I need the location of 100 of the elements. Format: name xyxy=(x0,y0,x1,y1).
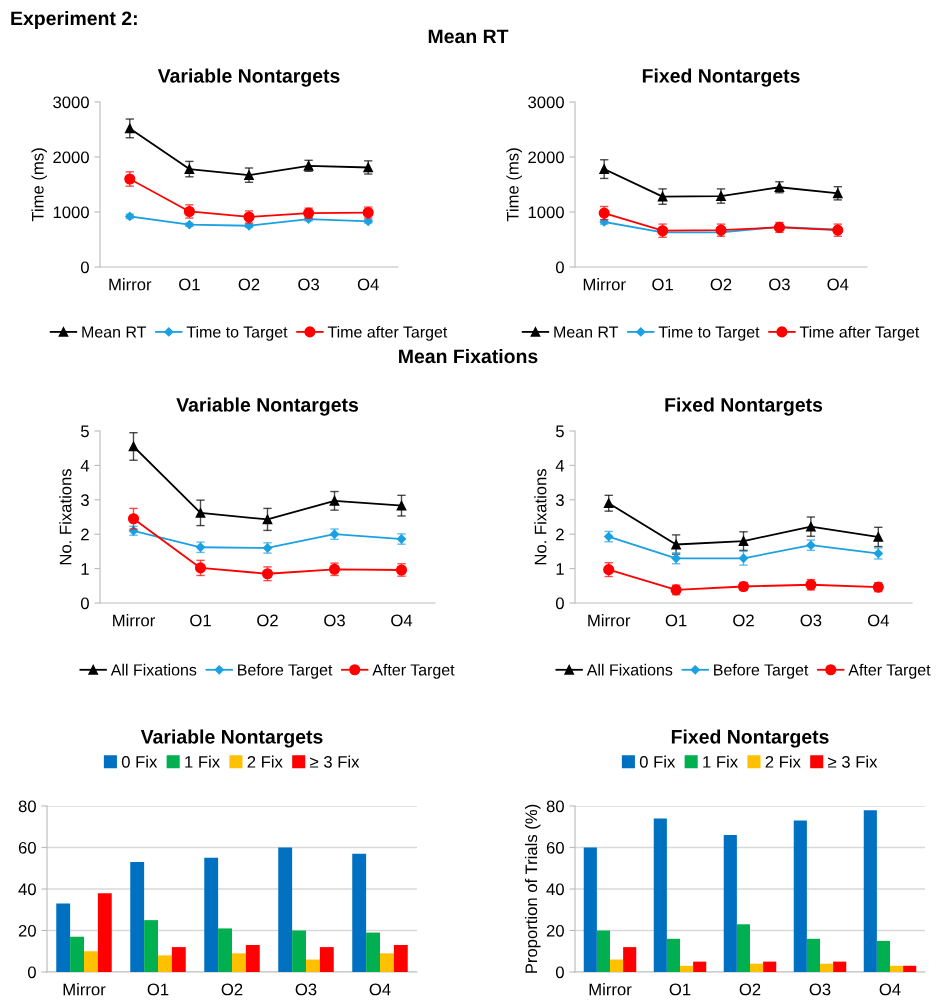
x-tick-label: O3 xyxy=(809,983,831,996)
legend-label: Before Target xyxy=(714,663,809,679)
x-tick-label: O3 xyxy=(324,614,345,627)
x-tick-label: O1 xyxy=(190,614,211,627)
x-tick-label: O3 xyxy=(769,278,790,291)
bar xyxy=(610,959,624,972)
legend-label: 2 Fix xyxy=(247,755,283,768)
y-axis-title: No. Fixations xyxy=(59,468,72,565)
y-tick-label: 0 xyxy=(27,966,36,979)
bar xyxy=(820,963,834,972)
y-tick-label: 2000 xyxy=(528,151,564,164)
x-tick-label: O2 xyxy=(733,614,754,627)
y-tick-label: 60 xyxy=(18,841,36,854)
legend-label: Time after Target xyxy=(327,325,448,341)
legend-label: 1 Fix xyxy=(185,755,220,768)
bar xyxy=(833,961,847,972)
y-tick-label: 0 xyxy=(555,597,564,610)
bar xyxy=(380,953,394,972)
x-tick-label: Mirror xyxy=(588,614,631,627)
y-tick-label: 2 xyxy=(81,528,89,541)
bar xyxy=(158,955,172,972)
x-tick-label: O2 xyxy=(238,278,260,291)
chart-title: Fixed Nontargets xyxy=(642,68,800,87)
bar xyxy=(666,938,680,972)
point xyxy=(195,508,206,518)
x-tick-label: O4 xyxy=(827,278,849,291)
y-tick-label: 4 xyxy=(80,459,90,472)
legend-label: All Fixations xyxy=(110,663,197,676)
bar xyxy=(750,963,764,972)
y-tick-label: 80 xyxy=(546,800,564,813)
x-tick-label: O3 xyxy=(800,614,822,627)
legend-label: 0 Fix xyxy=(639,755,676,768)
y-tick-label: 0 xyxy=(80,261,89,274)
bar xyxy=(352,853,367,972)
bar xyxy=(278,847,293,972)
y-tick-label: 0 xyxy=(80,597,89,610)
bar xyxy=(903,965,917,972)
bar xyxy=(204,857,219,972)
y-tick-label: 1000 xyxy=(53,206,89,219)
point xyxy=(127,513,140,525)
point xyxy=(738,536,749,546)
x-tick-label: O1 xyxy=(147,983,169,996)
bar xyxy=(693,961,707,972)
x-tick-label: O3 xyxy=(298,278,319,291)
x-tick-label: O4 xyxy=(357,278,379,291)
y-tick-label: 0 xyxy=(555,261,564,274)
x-tick-label: Mirror xyxy=(583,278,626,291)
legend-label: 2 Fix xyxy=(765,755,801,768)
bar xyxy=(130,862,145,972)
chart-title: Variable Nontargets xyxy=(176,397,359,416)
legend-label: ≥ 3 Fix xyxy=(828,755,878,768)
y-tick-label: 80 xyxy=(18,800,36,813)
y-tick-label: 1000 xyxy=(528,206,564,219)
bar xyxy=(218,928,232,972)
legend-label: After Target xyxy=(848,663,931,679)
bar xyxy=(583,847,597,972)
bar xyxy=(876,940,890,972)
y-tick-label: 2000 xyxy=(53,151,89,164)
legend-label: Time to Target xyxy=(186,325,288,341)
bar xyxy=(736,924,750,972)
x-tick-label: O1 xyxy=(179,278,200,291)
bar xyxy=(245,945,260,972)
bar xyxy=(70,936,84,972)
bar xyxy=(723,835,737,972)
y-axis-title: Time (ms) xyxy=(31,148,47,222)
x-tick-label: Mirror xyxy=(589,983,632,996)
y-tick-label: 5 xyxy=(80,425,89,438)
bar xyxy=(653,818,667,972)
legend-label: Time after Target xyxy=(799,325,920,341)
legend-label: After Target xyxy=(372,663,455,679)
legend-label: 1 Fix xyxy=(703,755,738,768)
bar xyxy=(763,961,777,972)
bar xyxy=(306,959,320,972)
chart-title: Fixed Nontargets xyxy=(671,729,829,748)
bar xyxy=(596,930,610,972)
y-tick-label: 0 xyxy=(555,966,564,979)
y-tick-label: 3000 xyxy=(528,96,564,109)
bar xyxy=(84,951,98,972)
point xyxy=(329,495,340,506)
bar xyxy=(806,938,820,972)
y-tick-label: 5 xyxy=(555,425,564,438)
x-tick-label: O2 xyxy=(221,983,243,996)
y-tick-label: 3 xyxy=(555,494,564,506)
x-tick-label: O1 xyxy=(665,614,687,627)
bar xyxy=(56,903,71,972)
legend-label: Mean RT xyxy=(82,326,147,338)
x-tick-label: O4 xyxy=(369,983,391,996)
chart-title: Variable Nontargets xyxy=(157,68,340,87)
y-tick-label: 40 xyxy=(546,883,564,896)
y-tick-label: 1 xyxy=(81,563,89,575)
text: Experiment 2: xyxy=(11,10,137,30)
y-axis-title: Proportion of Trials (%) xyxy=(524,804,541,973)
x-tick-label: O4 xyxy=(391,614,413,627)
text: Mean Fixations xyxy=(399,348,538,364)
bar xyxy=(144,920,158,972)
x-tick-label: O1 xyxy=(652,278,673,291)
x-tick-label: O2 xyxy=(739,983,761,996)
y-axis-title: Time (ms) xyxy=(506,148,522,222)
point xyxy=(396,500,407,511)
legend-label: 0 Fix xyxy=(121,755,158,768)
